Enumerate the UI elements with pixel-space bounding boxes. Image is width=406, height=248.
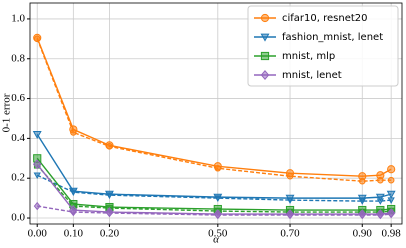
- legend-label: cifar10, resnet20: [282, 13, 368, 24]
- marker: [376, 171, 385, 180]
- y-tick-label: 0.0: [11, 212, 25, 224]
- marker: [358, 172, 367, 181]
- marker: [33, 33, 42, 42]
- x-tick-label: 0.50: [208, 228, 228, 240]
- legend-box: [247, 5, 399, 87]
- series-line-dashed: [36, 164, 392, 213]
- series-line-dashed: [36, 174, 392, 202]
- marker: [105, 190, 114, 199]
- y-tick-label: 0.6: [11, 92, 25, 104]
- legend-label: fashion_mnist, lenet: [282, 32, 383, 43]
- marker: [33, 201, 41, 211]
- marker: [285, 169, 295, 178]
- x-axis-label: α: [213, 234, 219, 246]
- x-tick-label: 0.00: [28, 228, 48, 240]
- marker: [376, 209, 385, 220]
- x-tick-label: 0.90: [353, 228, 373, 240]
- marker: [260, 13, 270, 23]
- marker: [357, 194, 367, 203]
- x-tick-label: 0.98: [382, 228, 402, 240]
- marker: [386, 208, 396, 219]
- marker: [375, 193, 385, 202]
- marker: [358, 209, 367, 220]
- marker: [213, 162, 222, 171]
- y-tick-label: 0.2: [11, 172, 25, 184]
- axes-frame: [29, 2, 403, 225]
- marker: [33, 172, 41, 180]
- x-tick-label: 0.20: [100, 228, 120, 240]
- marker: [213, 193, 223, 202]
- y-axis-label: 0-1 error: [1, 93, 13, 132]
- x-tick-label: 0.70: [280, 228, 300, 240]
- marker: [260, 70, 270, 80]
- marker: [387, 176, 395, 184]
- marker: [105, 141, 114, 150]
- x-tick-label: 0.10: [64, 228, 84, 240]
- marker: [260, 51, 270, 61]
- marker: [105, 207, 114, 218]
- marker: [32, 131, 42, 140]
- legend-label: mnist, lenet: [282, 70, 342, 81]
- marker: [260, 33, 270, 42]
- marker: [386, 190, 396, 199]
- marker: [387, 165, 396, 174]
- marker: [213, 209, 223, 220]
- y-tick-label: 0.8: [11, 52, 25, 64]
- marker: [69, 205, 78, 216]
- y-tick-label: 0.4: [11, 132, 25, 144]
- marker: [285, 194, 295, 203]
- y-tick-label: 1.0: [11, 12, 25, 24]
- marker: [285, 209, 295, 220]
- marker: [32, 159, 42, 170]
- series-line: [36, 134, 392, 199]
- legend: cifar10, resnet20 fashion_mnist, lenet mni…: [247, 5, 399, 87]
- marker: [69, 125, 78, 134]
- series-line-dashed: [37, 205, 392, 216]
- marker: [68, 187, 78, 196]
- legend-label: mnist, mlp: [282, 51, 335, 62]
